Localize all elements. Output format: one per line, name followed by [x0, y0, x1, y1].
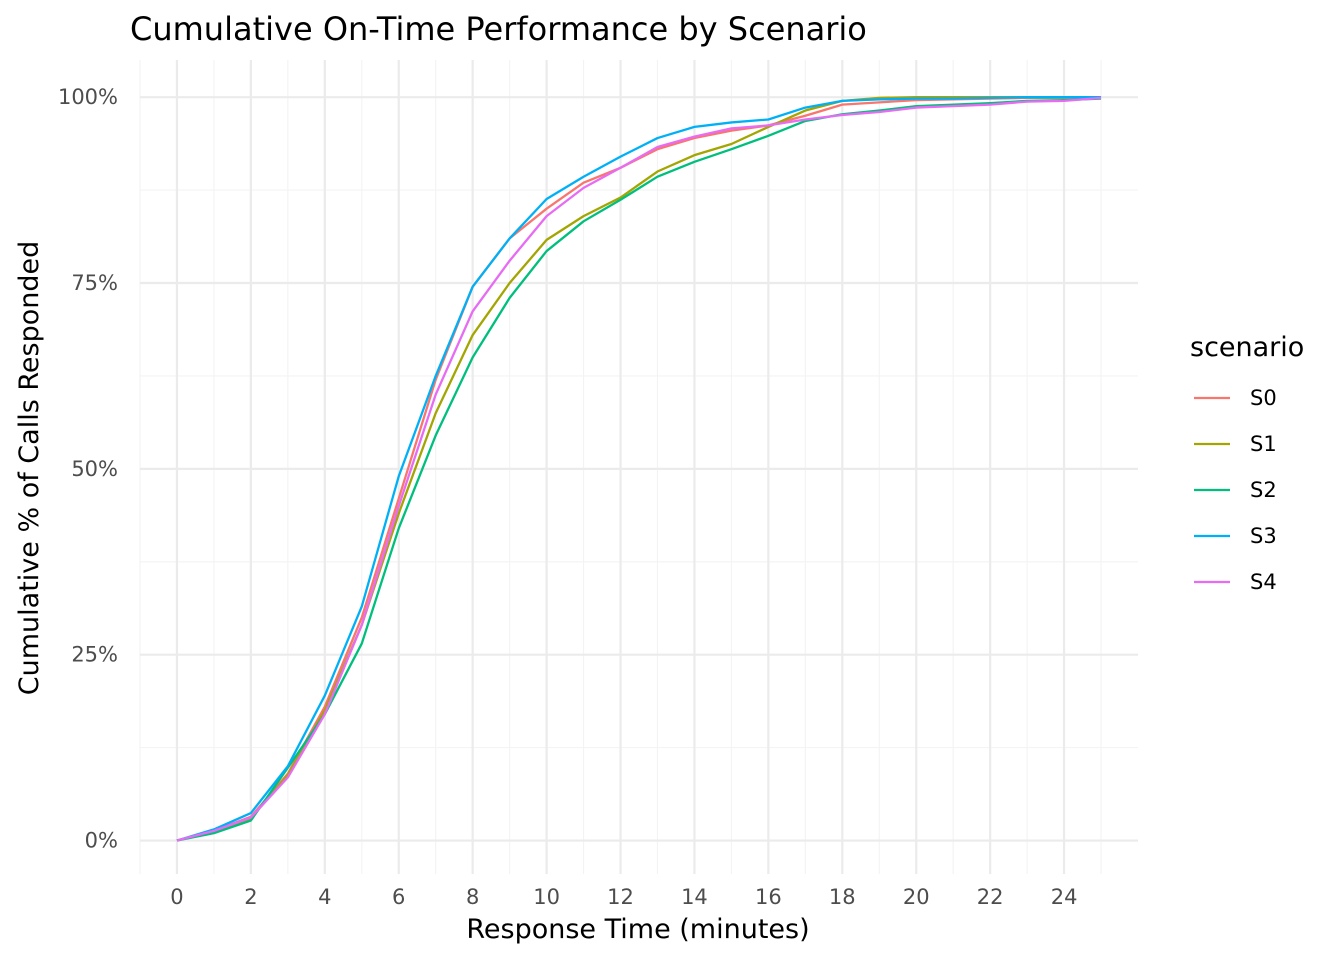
y-tick-label-1: 25% [71, 643, 118, 667]
x-tick-label-14: 14 [681, 885, 708, 909]
x-tick-label-20: 20 [903, 885, 930, 909]
legend: scenario S0 S1 S2 S3 S4 [1190, 332, 1304, 594]
series-line-S1 [176, 96, 1102, 842]
legend-item-S1: S1 [1194, 432, 1277, 456]
x-tick-label-12: 12 [607, 885, 634, 909]
x-tick-label-2: 2 [244, 885, 257, 909]
legend-item-S4: S4 [1194, 570, 1277, 594]
series-line-S2 [176, 97, 1102, 842]
legend-item-S3: S3 [1194, 524, 1277, 548]
x-axis-tick-labels: 0 2 4 6 8 10 12 14 16 18 20 22 24 [170, 885, 1077, 909]
y-tick-label-2: 50% [71, 457, 118, 481]
legend-title: scenario [1190, 332, 1304, 363]
x-tick-label-22: 22 [977, 885, 1004, 909]
major-gridlines [140, 60, 1138, 874]
x-tick-label-6: 6 [392, 885, 405, 909]
legend-label-S1: S1 [1250, 432, 1277, 456]
x-tick-label-4: 4 [318, 885, 331, 909]
y-axis-title: Cumulative % of Calls Responded [14, 241, 45, 695]
x-tick-label-18: 18 [829, 885, 856, 909]
series-lines [176, 96, 1102, 842]
legend-label-S4: S4 [1250, 570, 1277, 594]
y-tick-label-3: 75% [71, 271, 118, 295]
minor-gridlines [139, 60, 1138, 874]
legend-item-S2: S2 [1194, 478, 1277, 502]
y-axis-tick-labels: 0% 25% 50% 75% 100% [58, 85, 118, 852]
legend-items: S0 S1 S2 S3 S4 [1194, 386, 1277, 594]
y-tick-label-0: 0% [85, 829, 118, 853]
y-tick-label-4: 100% [58, 85, 118, 109]
legend-label-S2: S2 [1250, 478, 1277, 502]
x-axis-title: Response Time (minutes) [466, 914, 809, 945]
chart-title: Cumulative On-Time Performance by Scenar… [130, 10, 867, 48]
x-tick-label-0: 0 [170, 885, 183, 909]
x-tick-label-24: 24 [1051, 885, 1078, 909]
series-line-S3 [176, 96, 1102, 842]
x-tick-label-10: 10 [533, 885, 560, 909]
legend-label-S3: S3 [1250, 524, 1277, 548]
series-line-S4 [176, 96, 1102, 842]
x-tick-label-16: 16 [755, 885, 782, 909]
x-tick-label-8: 8 [466, 885, 479, 909]
legend-label-S0: S0 [1250, 386, 1277, 410]
legend-item-S0: S0 [1194, 386, 1277, 410]
